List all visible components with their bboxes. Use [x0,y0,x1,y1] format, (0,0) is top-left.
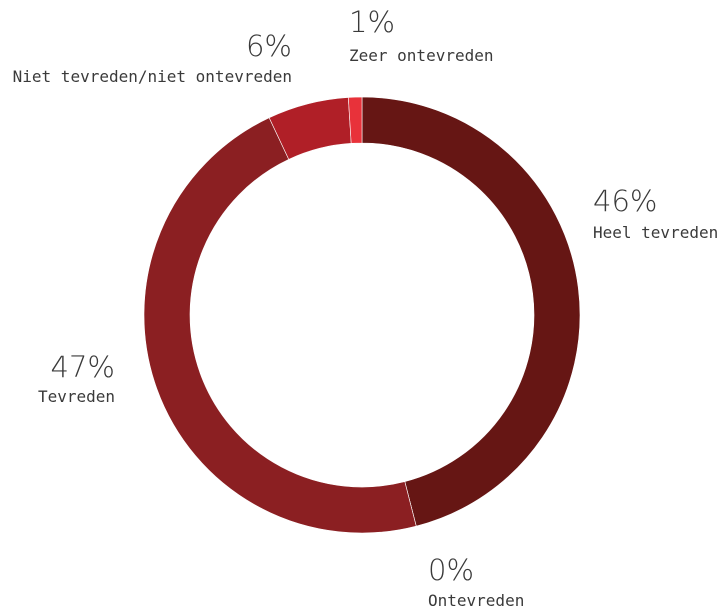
donut-slices [143,96,581,534]
cat-label-heel-tevreden: Heel tevreden [593,223,718,242]
donut-slice-heel-tevreden [361,96,581,527]
cat-label-niet-tevreden-niet-ontevreden: Niet tevreden/niet ontevreden [13,67,292,86]
cat-label-ontevreden: Ontevreden [428,591,524,609]
pct-label-niet-tevreden-niet-ontevreden: 6% [246,29,292,63]
label-zeer-ontevreden: 1% Zeer ontevreden [349,5,494,65]
pct-label-tevreden: 47% [51,350,115,384]
cat-label-zeer-ontevreden: Zeer ontevreden [349,46,494,65]
pct-label-ontevreden: 0% [428,553,474,587]
label-niet-tevreden-niet-ontevreden: 6% Niet tevreden/niet ontevreden [13,29,292,86]
label-heel-tevreden: 46% Heel tevreden [593,184,718,242]
donut-slice-tevreden [143,117,417,534]
pct-label-zeer-ontevreden: 1% [349,5,395,39]
donut-slice-zeer-ontevreden [347,96,363,144]
label-tevreden: 47% Tevreden [38,350,115,406]
pct-label-heel-tevreden: 46% [593,184,657,218]
label-ontevreden: 0% Ontevreden [428,553,524,609]
cat-label-tevreden: Tevreden [38,387,115,406]
